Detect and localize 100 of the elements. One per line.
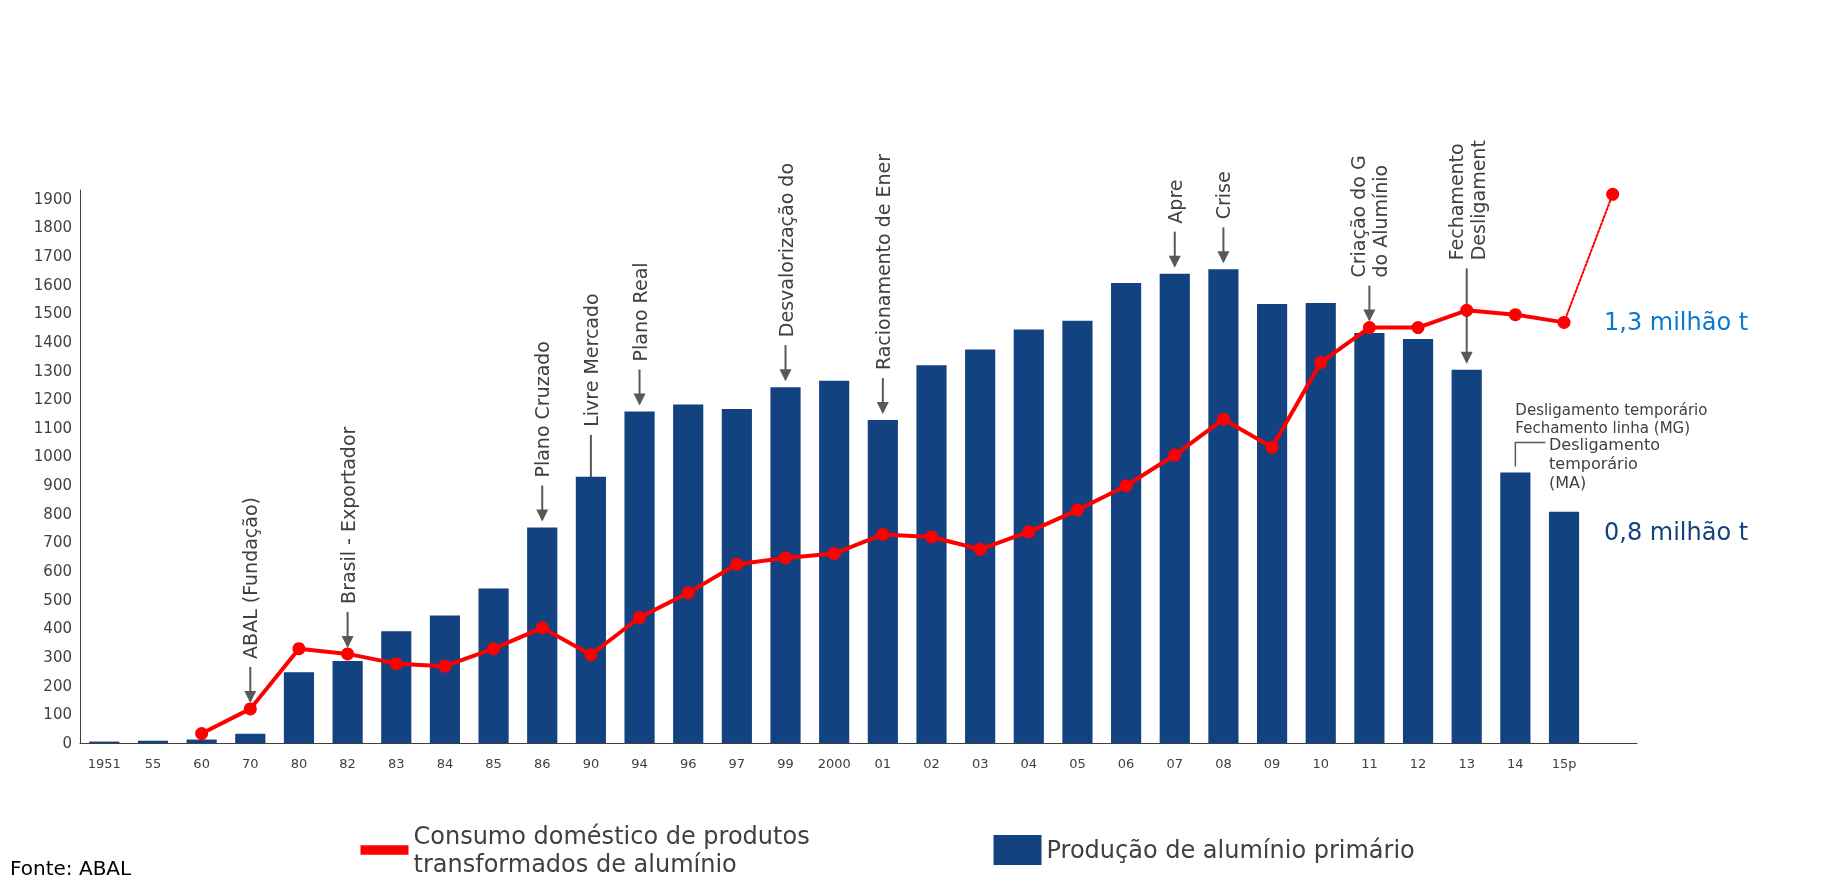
point [1508,308,1522,322]
x-tick-label: 1951 [87,756,121,771]
y-tick-label: 600 [43,562,72,581]
x-tick-label: 13 [1458,756,1475,771]
point [633,611,647,624]
x-tick-label: 99 [777,756,794,771]
point [876,527,890,541]
point [1216,412,1230,426]
bar [770,387,801,743]
point [438,659,452,673]
point [341,647,355,661]
point [681,586,695,600]
bar [1208,269,1239,743]
annotation: Desvalorização do [774,162,797,338]
point [1070,503,1084,517]
y-tick-label: 1300 [33,361,72,380]
y-tick-label: 700 [43,533,72,552]
point [779,551,793,565]
point [389,657,403,671]
x-tick-label: 82 [339,756,356,771]
x-tick-label: 55 [144,756,162,771]
y-tick-label: 1500 [33,304,72,323]
source-note: Fonte: ABAL [10,856,133,880]
y-tick-label: 0 [62,734,72,752]
bar [965,349,996,743]
x-tick-label: 09 [1263,756,1281,771]
annotation: ABAL (Fundação) [239,497,262,659]
x-tick-label: 08 [1215,756,1232,771]
x-tick-label: 02 [923,756,940,771]
annotation: Fechamento Desligament [1444,140,1489,261]
x-tick-label: 11 [1361,756,1378,771]
y-tick-label: 300 [43,648,72,667]
point [1411,321,1425,335]
bar [575,476,606,743]
x-tick-label: 90 [582,756,600,771]
point [973,542,987,556]
bar [673,404,704,743]
point [1314,355,1328,369]
bar [1451,369,1482,743]
bar [1305,302,1336,743]
x-tick-label: 10 [1312,756,1330,771]
y-tick-label: 1800 [33,218,72,237]
y-tick-label: 1600 [33,275,72,294]
bar [1548,511,1580,743]
y-tick-label: 1000 [33,447,72,466]
y-tick-label: 1900 [33,189,72,208]
x-tick-label: 05 [1069,756,1086,771]
annotation: Racionamento de Ener [871,153,894,371]
x-tick-label: 80 [290,756,308,771]
y-tick-label: 1700 [33,246,72,265]
point [1022,525,1036,539]
point [1119,479,1133,493]
y-tick-label: 400 [43,619,72,638]
point [1168,448,1182,462]
bar [1062,320,1093,743]
point [195,727,209,741]
x-tick-label: 70 [242,756,259,771]
annotation: Crise [1212,171,1235,220]
point [730,557,744,571]
x-tick-label: 84 [436,756,454,771]
bar [429,615,461,743]
x-tick-label: 94 [631,756,648,771]
y-tick-label: 500 [43,590,72,609]
bar [235,733,266,743]
point [1460,303,1474,317]
bar [819,380,850,743]
point [827,547,841,561]
annotation: Brasil - Exportador [336,426,359,604]
bar [1256,304,1288,743]
x-tick-label: 2000 [817,756,851,771]
bar [332,661,363,743]
bar [381,631,412,743]
y-tick-label: 1200 [33,390,72,409]
x-tick-label: 86 [533,756,551,771]
point [292,642,306,656]
y-tick-label: 900 [43,476,72,495]
bar [1111,283,1142,743]
annotation: Plano Cruzado [531,341,554,478]
annotation: 1,3 milhão t [1604,308,1749,337]
bar [527,527,558,743]
bar [1402,338,1434,743]
annotation: Plano Real [628,262,651,362]
legend-label: Consumo doméstico de produtos transformados de alumínio [413,822,818,878]
bar [624,411,655,743]
annotation: 0,8 milhão t [1604,517,1749,546]
x-tick-label: 14 [1507,756,1524,771]
x-tick-label: 60 [193,756,210,771]
y-tick-label: 100 [43,705,72,724]
point [535,621,549,635]
annotation: Livre Mercado [579,293,602,427]
bar [478,588,509,743]
bar [867,420,898,743]
point [1557,315,1571,329]
bar [1354,332,1385,743]
x-tick-label: 83 [387,756,405,771]
point [584,648,598,662]
bar [1500,472,1531,743]
x-tick-label: 04 [1020,756,1038,771]
x-tick-label: 15p [1551,756,1577,771]
point [487,642,501,656]
